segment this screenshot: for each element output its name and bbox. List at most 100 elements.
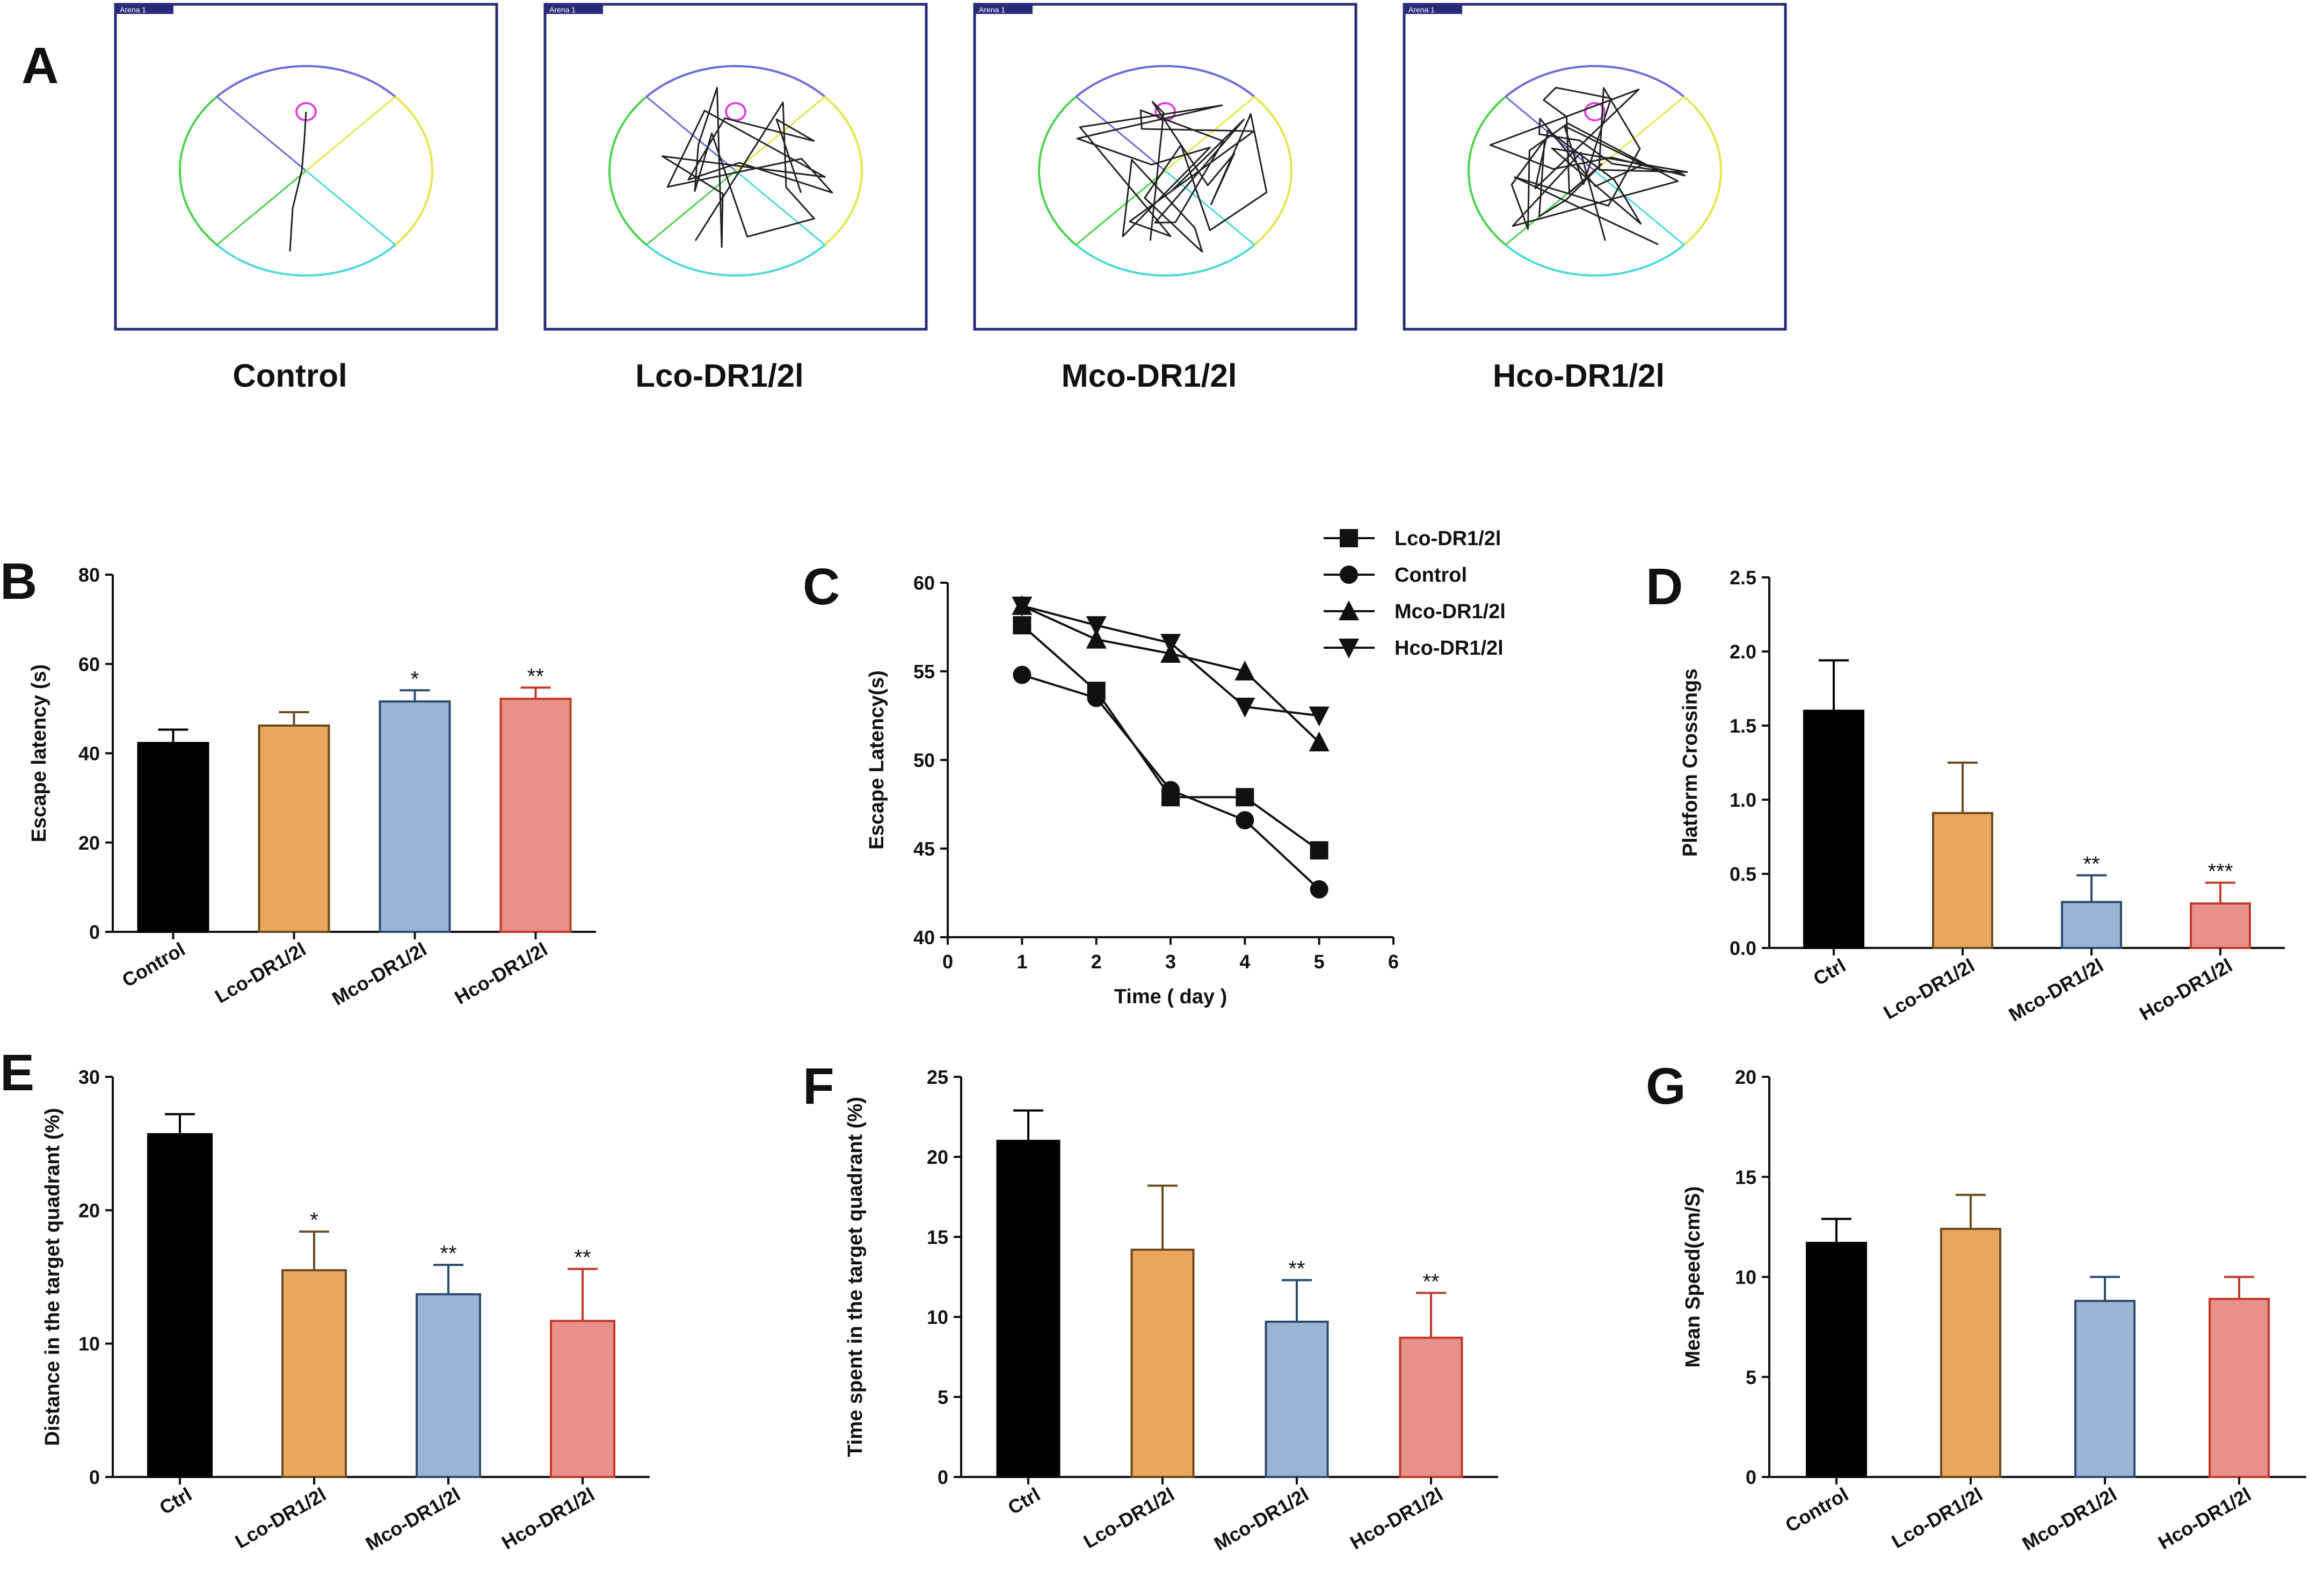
y-tick-label: 0	[89, 1466, 100, 1488]
y-axis-title: Mean Speed(cm/S)	[1682, 1186, 1704, 1368]
x-tick-label: 5	[1314, 951, 1325, 973]
bar-ctrl	[996, 1140, 1061, 1478]
bar-mco-dr1-2l	[379, 700, 451, 933]
y-tick-label: 15	[1735, 1166, 1756, 1188]
point-control-day-1	[1013, 665, 1032, 684]
arena-border	[543, 3, 928, 331]
significance-lco-dr1-2l: *	[310, 1208, 318, 1232]
x-axis-title: Time ( day )	[1114, 986, 1227, 1008]
bar-lco-dr1-2l	[1130, 1248, 1195, 1479]
bar-control	[137, 742, 209, 933]
bar-lco-dr1-2l	[258, 724, 330, 933]
bar-mco-dr1-2l	[2061, 901, 2122, 949]
x-tick-label: 1	[1016, 951, 1027, 973]
y-tick-label: 1.5	[1730, 715, 1756, 737]
point-mco-dr1-2l-day-4	[1234, 661, 1255, 680]
quadrant-arc-top	[1505, 65, 1685, 98]
quadrant-divider	[306, 170, 396, 246]
panel-letter-b: B	[0, 553, 37, 610]
bar-lco-dr1-2l	[1932, 812, 1993, 949]
y-tick-label: 0	[89, 921, 100, 943]
y-tick-label: 60	[913, 572, 935, 594]
point-control-day-3	[1161, 781, 1180, 800]
significance-hco-dr1-2l: **	[574, 1246, 591, 1270]
swim-track	[1489, 86, 1688, 245]
swim-track	[289, 111, 307, 252]
quadrant-arc-left	[1038, 96, 1077, 246]
significance-mco-dr1-2l: *	[411, 667, 419, 691]
quadrant-divider	[1505, 96, 1595, 172]
y-tick-label: 10	[1735, 1266, 1756, 1288]
point-hco-dr1-2l-day-3	[1160, 634, 1181, 654]
y-tick-label: 30	[78, 1066, 100, 1088]
point-mco-dr1-2l-day-2	[1086, 628, 1107, 649]
quadrant-arc-right	[1253, 96, 1292, 246]
maze-frame-mco-dr1-2l: Arena 1 Mco-DR1/2l	[973, 3, 1357, 394]
y-tick-label: 80	[78, 564, 100, 586]
y-axis-title: Time spent in the target quadrant (%)	[844, 1097, 867, 1457]
legend-label-control: Control	[1395, 564, 1467, 586]
quadrant-divider	[735, 170, 826, 246]
y-axis-title: Platform Crossings	[1679, 669, 1702, 857]
bar-mco-dr1-2l	[1265, 1320, 1329, 1478]
y-tick-label: 20	[78, 1199, 100, 1221]
maze-label-lco-dr1-2l: Lco-DR1/2l	[635, 358, 803, 394]
quadrant-divider	[1075, 96, 1166, 172]
maze-label-mco-dr1-2l: Mco-DR1/2l	[1062, 358, 1237, 394]
quadrant-arc-left	[608, 96, 648, 246]
y-tick-label: 0	[1746, 1466, 1756, 1488]
swim-track	[661, 86, 833, 248]
y-axis-title: Distance in the target quadrant (%)	[41, 1108, 64, 1446]
y-tick-label: 45	[913, 838, 935, 860]
quadrant-divider	[1594, 170, 1685, 246]
point-hco-dr1-2l-day-4	[1234, 698, 1255, 718]
quadrant-arc-bottom	[216, 244, 396, 277]
panel-letter-e: E	[0, 1044, 34, 1102]
bar-ctrl	[1803, 709, 1864, 950]
arena-tag-box	[1405, 5, 1462, 14]
arena-tag-box	[976, 5, 1033, 14]
bar-hco-dr1-2l	[550, 1320, 615, 1478]
significance-mco-dr1-2l: **	[1288, 1257, 1305, 1280]
bar-mco-dr1-2l	[416, 1293, 481, 1479]
quadrant-divider	[216, 170, 307, 246]
point-control-day-4	[1236, 811, 1254, 830]
arena-border	[1403, 3, 1787, 331]
y-tick-label: 15	[927, 1226, 948, 1248]
y-tick-label: 5	[1746, 1366, 1756, 1388]
quadrant-divider	[1165, 96, 1255, 172]
bar-hco-dr1-2l	[499, 698, 572, 933]
arena-border	[114, 3, 498, 331]
y-tick-label: 40	[913, 926, 935, 948]
arena-tag: Arena 1	[979, 5, 1005, 14]
y-tick-label: 55	[913, 661, 935, 683]
series-control	[1013, 665, 1328, 899]
series-hco-dr1-2l	[1012, 596, 1330, 727]
quadrant-arc-top	[645, 65, 826, 98]
y-tick-label: 2.0	[1730, 641, 1756, 663]
x-tick-label: 2	[1091, 951, 1102, 973]
maze-label-hco-dr1-2l: Hco-DR1/2l	[1493, 358, 1665, 394]
quadrant-arc-left	[1468, 96, 1507, 246]
y-tick-label: 25	[927, 1066, 948, 1088]
panel-letter-c: C	[803, 558, 840, 615]
point-mco-dr1-2l-day-5	[1309, 732, 1330, 751]
point-hco-dr1-2l-day-5	[1309, 706, 1330, 727]
significance-hco-dr1-2l: **	[527, 664, 544, 688]
maze-frame-control: Arena 1 Control	[114, 3, 498, 394]
panel-letter-f: F	[803, 1058, 834, 1115]
bar-lco-dr1-2l	[1940, 1228, 2001, 1479]
quadrant-divider	[735, 96, 826, 172]
y-tick-label: 50	[913, 749, 935, 771]
significance-mco-dr1-2l: **	[2083, 852, 2100, 876]
y-tick-label: 10	[78, 1333, 100, 1355]
x-tick-label: 0	[942, 951, 953, 973]
bar-mco-dr1-2l	[2074, 1300, 2136, 1478]
y-tick-label: 0.0	[1730, 937, 1756, 959]
quadrant-arc-top	[216, 65, 396, 98]
legend-marker-mco-dr1-2l	[1339, 600, 1359, 620]
bar-hco-dr1-2l	[2209, 1298, 2270, 1479]
significance-hco-dr1-2l: **	[1422, 1270, 1439, 1293]
